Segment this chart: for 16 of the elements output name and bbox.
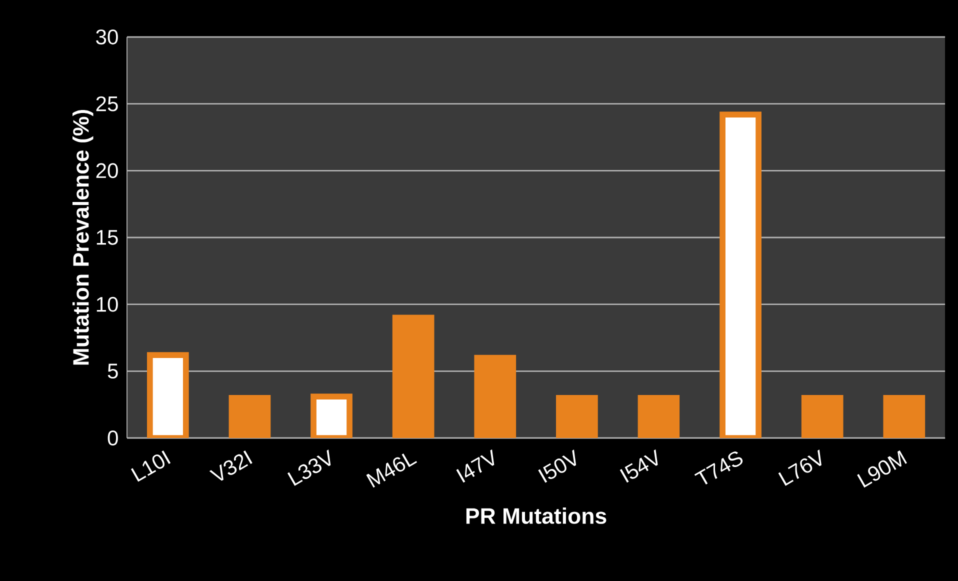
x-axis-title: PR Mutations: [466, 508, 606, 524]
x-tick-label: L10I: [130, 450, 171, 482]
x-tick-label: I54V: [620, 449, 658, 483]
y-tick-label: 20: [96, 163, 118, 178]
x-tick-label: I47V: [456, 449, 494, 483]
y-tick-label: 5: [108, 364, 118, 379]
y-tick-label: 30: [96, 30, 118, 44]
x-tick-label: I50V: [538, 450, 576, 483]
y-tick-label: 0: [108, 430, 118, 446]
y-tick-label: 10: [96, 296, 118, 312]
x-tick-label: T74S: [694, 452, 743, 485]
x-tick-label: V32I: [209, 450, 252, 481]
y-tick-label: 15: [96, 230, 118, 245]
y-axis-title: Mutation Prevalence (%): [72, 110, 94, 365]
x-tick-label: M46L: [366, 454, 418, 488]
y-tick-label: 25: [96, 96, 118, 112]
